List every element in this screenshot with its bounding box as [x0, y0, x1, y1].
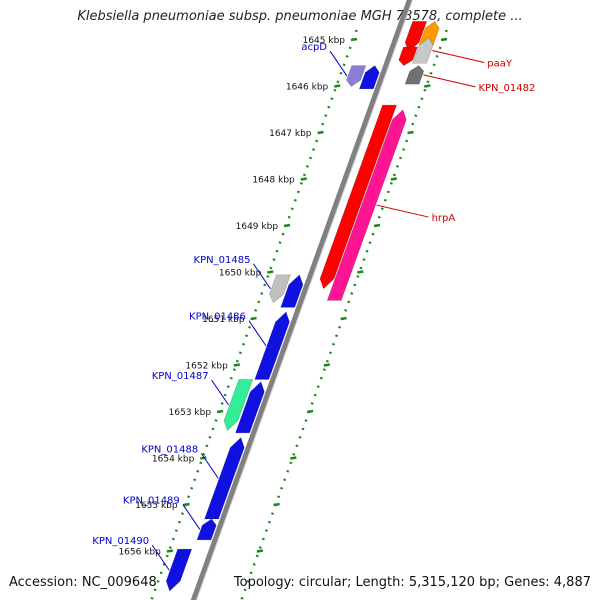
- map-title: Klebsiella pneumoniae subsp. pneumoniae …: [77, 9, 523, 24]
- gene-paaY: [412, 37, 434, 64]
- tick-mark: [250, 316, 257, 321]
- tick-mark: [334, 84, 341, 88]
- tick-mark-right: [373, 223, 381, 228]
- gene-feature: [280, 274, 304, 308]
- tick-mark-right: [290, 456, 297, 460]
- gene-leader: [151, 544, 170, 571]
- gene-leader: [200, 452, 219, 479]
- gene-label: KPN_01487: [152, 371, 209, 382]
- tick-mark-right: [340, 316, 347, 321]
- gene-leader: [329, 50, 348, 77]
- tick-mark: [300, 177, 307, 181]
- backbone-highlight: [195, 0, 413, 600]
- gene-acpD: [346, 65, 367, 87]
- gene-leader: [248, 320, 267, 347]
- gene-label: hrpA: [432, 213, 456, 224]
- gene-hrpA: [326, 109, 407, 301]
- tick-label: 1649 kbp: [236, 222, 279, 232]
- tick-track-dotsR: [240, 29, 448, 600]
- tick-label: 1654 kbp: [152, 455, 195, 465]
- tick-label: 1650 kbp: [219, 269, 262, 279]
- tick-label: 1653 kbp: [169, 408, 212, 418]
- tick-label: 1646 kbp: [286, 83, 329, 93]
- gene-label: KPN_01489: [123, 495, 180, 506]
- gene-KPN_01486: [254, 311, 290, 380]
- gene-leader: [182, 504, 201, 530]
- backbone-line: [190, 0, 413, 600]
- gene-KPN_01488: [204, 437, 245, 520]
- gene-KPN_01490: [165, 548, 193, 592]
- genome-summary-text: Topology: circular; Length: 5,315,120 bp…: [233, 575, 591, 590]
- tick-mark: [216, 409, 224, 414]
- tick-track-ticks: [150, 29, 358, 600]
- gene-feature: [235, 381, 265, 434]
- tick-mark-right: [357, 270, 364, 274]
- tick-mark: [183, 502, 190, 507]
- tick-mark-right: [440, 37, 448, 42]
- tick-label: 1651 kbp: [202, 315, 245, 325]
- tick-mark-right: [424, 84, 431, 88]
- gene-label: KPN_01485: [194, 255, 251, 266]
- gene-leader: [432, 49, 485, 63]
- tick-mark: [350, 37, 358, 42]
- tick-mark: [200, 456, 207, 460]
- tick-mark: [233, 363, 241, 367]
- tick-mark: [317, 130, 324, 135]
- tick-label: 1647 kbp: [269, 129, 312, 139]
- gene-label: paaY: [487, 58, 513, 69]
- tick-label: 1645 kbp: [303, 36, 346, 46]
- tick-label: 1655 kbp: [135, 501, 178, 511]
- gene-KPN_01487: [223, 379, 254, 432]
- tick-mark: [267, 270, 274, 274]
- accession-text: Accession: NC_009648: [9, 575, 157, 590]
- tick-mark: [283, 223, 291, 228]
- gene-leader: [423, 74, 476, 88]
- gene-label: KPN_01490: [92, 536, 149, 547]
- gene-feature: [358, 65, 380, 90]
- tick-mark-right: [273, 502, 280, 507]
- tick-label: 1652 kbp: [185, 362, 228, 372]
- gene-KPN_01485: [269, 274, 291, 304]
- gene-feature: [418, 20, 440, 45]
- tick-mark-right: [323, 363, 331, 367]
- tick-mark-right: [390, 177, 397, 181]
- gene-label: KPN_01482: [478, 83, 535, 94]
- gene-label: acpD: [301, 42, 327, 53]
- tick-mark: [166, 549, 174, 553]
- tick-label: 1648 kbp: [252, 176, 295, 186]
- tick-label: 1656 kbp: [118, 548, 161, 558]
- gene-leader: [376, 204, 429, 218]
- gene-label: KPN_01486: [189, 312, 246, 323]
- tick-mark-right: [306, 409, 314, 414]
- gene-KPN_01482: [404, 65, 425, 85]
- tick-mark-right: [407, 130, 414, 135]
- gene-feature: [398, 46, 418, 66]
- gene-feature: [319, 104, 397, 290]
- gene-leader: [211, 379, 230, 406]
- gene-KPN_01489: [196, 518, 217, 541]
- gene-label: KPN_01488: [141, 444, 198, 455]
- gene-leader: [253, 263, 271, 290]
- tick-mark-right: [256, 549, 264, 553]
